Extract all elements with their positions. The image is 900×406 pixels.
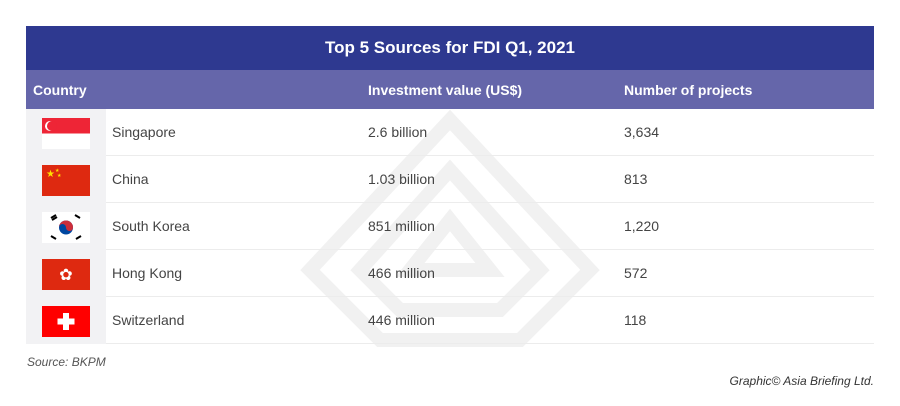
svg-text:★: ★ [46, 169, 55, 180]
watermark-logo [300, 110, 600, 347]
country-name: Singapore [112, 124, 176, 140]
project-count: 813 [624, 171, 648, 187]
svg-text:✿: ✿ [59, 267, 72, 284]
table-row: ★ ★ ★ China 1.03 billion 813 [26, 156, 874, 203]
project-count: 118 [624, 312, 647, 328]
investment-value: 466 million [368, 265, 435, 281]
south-korea-flag-icon [42, 212, 90, 243]
svg-text:★: ★ [55, 168, 60, 174]
column-header-country: Country [33, 82, 87, 98]
china-flag-icon: ★ ★★ [42, 165, 90, 196]
column-header-projects: Number of projects [624, 82, 753, 98]
investment-value: 1.03 billion [368, 171, 435, 187]
country-name: Switzerland [112, 312, 185, 328]
column-header-investment: Investment value (US$) [368, 82, 523, 98]
source-note: Source: BKPM [27, 355, 106, 369]
country-name: China [112, 171, 149, 187]
project-count: 1,220 [624, 218, 660, 234]
investment-value: 446 million [368, 312, 435, 328]
hong-kong-flag-icon: ✿ [42, 259, 90, 290]
country-name: Hong Kong [112, 265, 183, 281]
switzerland-flag-icon [42, 306, 90, 337]
singapore-flag-icon [42, 118, 90, 149]
table-row: ✿ Hong Kong 466 million 572 [26, 250, 874, 297]
table-title: Top 5 Sources for FDI Q1, 2021 [26, 26, 874, 70]
country-name: South Korea [112, 218, 190, 234]
project-count: 572 [624, 265, 648, 281]
investment-value: 851 million [368, 218, 435, 234]
table-row: Singapore 2.6 billion 3,634 [26, 109, 874, 156]
table-row: South Korea 851 million 1,220 [26, 203, 874, 250]
svg-text:★: ★ [57, 173, 62, 179]
graphic-credit: Graphic© Asia Briefing Ltd. [729, 374, 874, 388]
investment-value: 2.6 billion [368, 124, 428, 140]
project-count: 3,634 [624, 124, 660, 140]
table-header: Country Investment value (US$) Number of… [26, 70, 874, 109]
table-row: Switzerland 446 million 118 [26, 297, 874, 344]
